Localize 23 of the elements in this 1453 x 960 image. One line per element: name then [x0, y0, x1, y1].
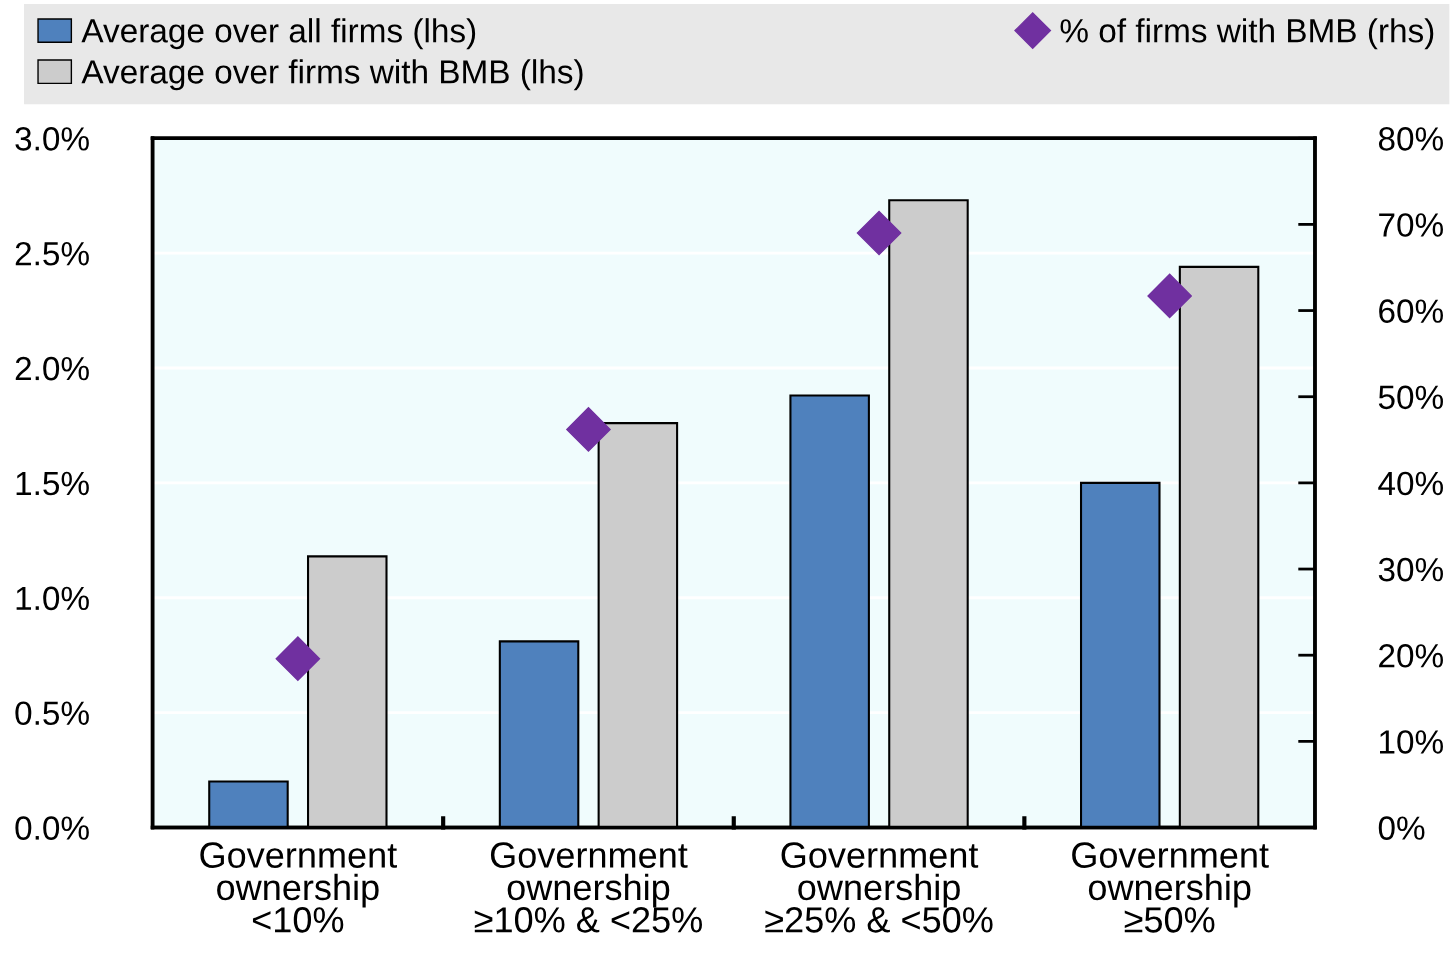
y2-tick-label: 70%: [1379, 213, 1443, 237]
y2-tick-label: 0%: [1378, 816, 1425, 840]
y2-tick-label: 20%: [1379, 644, 1443, 668]
y2-tick-label: 60%: [1379, 299, 1443, 323]
y-tick-label: 2.0%: [15, 356, 89, 381]
y2-tick-label: 30%: [1378, 557, 1443, 582]
y2-tick-label: 40%: [1378, 471, 1443, 496]
y-tick-label: 3.0%: [15, 127, 89, 151]
x-tick-label: Government ownership ≥10% & <25%: [474, 842, 702, 933]
y2-tick-label: 50%: [1378, 385, 1443, 410]
y-tick-label: 2.5%: [15, 241, 89, 266]
legend-label: Average over firms with BMB (lhs): [81, 59, 583, 91]
y2-tick-label: 10%: [1380, 730, 1443, 754]
y-tick-label: 0.0%: [15, 816, 89, 840]
x-tick-label: Government ownership ≥25% & <50%: [765, 842, 993, 933]
y2-tick-label: 80%: [1378, 127, 1443, 151]
legend-label: Average over all firms (lhs): [81, 18, 476, 50]
y-tick-label: 1.5%: [16, 471, 89, 496]
y-tick-label: 0.5%: [15, 701, 89, 726]
y-tick-label: 1.0%: [16, 586, 89, 611]
x-tick-label: Government ownership <10%: [200, 842, 397, 933]
legend-label: % of firms with BMB (rhs): [1060, 18, 1434, 50]
x-tick-label: Government ownership ≥50%: [1072, 842, 1269, 933]
